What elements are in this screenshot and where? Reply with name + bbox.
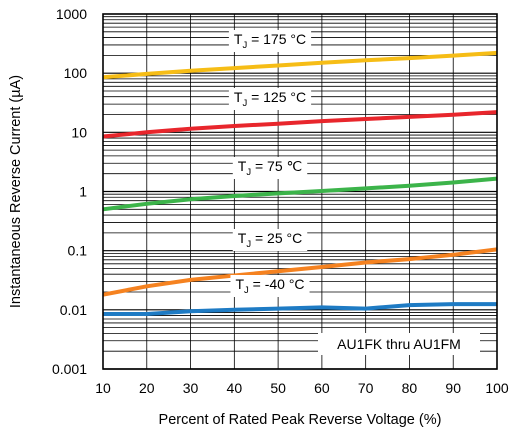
y-tick-label: 0.1	[68, 243, 88, 259]
curve-label-text: TJ = 75 ℃	[238, 158, 302, 178]
curve-label-prefix: T	[234, 31, 243, 47]
curve-label-box	[228, 88, 312, 110]
curve-label-suffix: = -40 °C	[249, 276, 305, 292]
x-tick-labels: 10 20 30 40 50 60 70 80 90 100	[95, 380, 509, 396]
y-tick-label: 1000	[56, 6, 87, 22]
curve-label-text: TJ = 125 °C	[234, 89, 306, 109]
series-line-0	[102, 50, 498, 80]
curve-label-suffix: = 25 °C	[251, 230, 302, 246]
y-tick-label: 0.001	[52, 361, 87, 377]
x-axis-title: Percent of Rated Peak Reverse Voltage (%…	[159, 412, 442, 428]
x-tick-label: 60	[314, 380, 330, 396]
curve-label-suffix: = 175 °C	[247, 31, 306, 47]
curve-label-sub: J	[242, 98, 247, 109]
y-tick-labels: 1000 100 10 1 0.1 0.01 0.001	[52, 6, 87, 377]
curve-label-box	[230, 275, 310, 297]
series-line-1	[102, 110, 498, 139]
curve-label-3: TJ = 25 °C	[232, 229, 308, 251]
curve-label-prefix: T	[238, 158, 247, 174]
y-axis-title: Instantaneous Reverse Current (µA)	[8, 75, 24, 308]
curve-label-suffix: = 125 °C	[247, 89, 306, 105]
x-tick-label: 80	[402, 380, 418, 396]
curve-label-sub: J	[246, 167, 251, 178]
series-line-3	[102, 247, 498, 297]
x-tick-label: 70	[358, 380, 374, 396]
curve-label-box	[232, 157, 308, 179]
plot-frame	[102, 13, 498, 370]
part-note-box	[318, 333, 480, 355]
part-note-text: AU1FK thru AU1FM	[337, 336, 461, 352]
curve-label-4: TJ = -40 °C	[230, 275, 310, 297]
series-line-2	[102, 176, 498, 212]
x-tick-label: 40	[227, 380, 243, 396]
curve-label-suffix: = 75 ℃	[251, 158, 302, 174]
x-tick-label: 10	[95, 380, 111, 396]
data-series	[102, 50, 498, 316]
y-tick-label: 10	[71, 124, 87, 140]
curve-label-prefix: T	[234, 89, 243, 105]
curve-label-text: TJ = 175 °C	[234, 31, 306, 51]
x-tick-label: 30	[183, 380, 199, 396]
curve-label-2: TJ = 75 ℃	[232, 157, 308, 179]
x-tick-label: 50	[270, 380, 286, 396]
curve-label-sub: J	[246, 239, 251, 250]
curve-label-1: TJ = 125 °C	[228, 88, 312, 110]
x-tick-label: 100	[485, 380, 509, 396]
curve-label-0: TJ = 175 °C	[228, 30, 312, 52]
curve-label-box	[232, 229, 308, 251]
curve-label-prefix: T	[238, 230, 247, 246]
x-tick-label: 90	[445, 380, 461, 396]
y-tick-label: 1	[79, 184, 87, 200]
curve-label-prefix: T	[235, 276, 244, 292]
curve-label-sub: J	[244, 285, 249, 296]
series-line-4	[103, 302, 497, 316]
x-tick-label: 20	[139, 380, 155, 396]
part-note: AU1FK thru AU1FM	[318, 333, 480, 355]
curve-label-text: TJ = 25 °C	[238, 230, 302, 250]
curve-label-sub: J	[242, 40, 247, 51]
curve-labels: TJ = 175 °CTJ = 125 °CTJ = 75 ℃TJ = 25 °…	[228, 30, 312, 297]
y-tick-label: 0.01	[60, 302, 87, 318]
curve-label-box	[228, 30, 312, 52]
y-tick-label: 100	[64, 65, 88, 81]
curve-label-text: TJ = -40 °C	[235, 276, 304, 296]
